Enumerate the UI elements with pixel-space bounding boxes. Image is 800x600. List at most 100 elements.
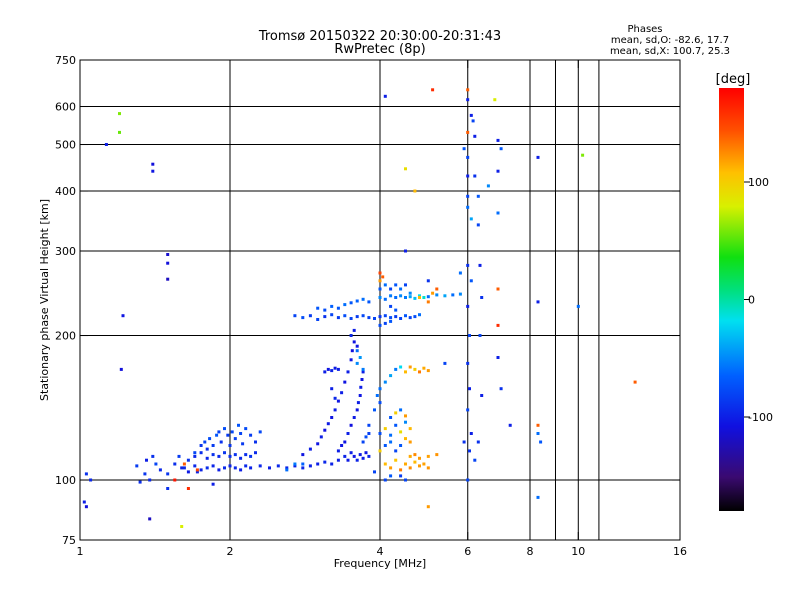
data-point [121,314,125,318]
data-point [462,147,466,151]
data-point [135,464,139,468]
x-tick-label: 2 [227,545,234,558]
colorbar [719,88,744,511]
data-point [308,464,312,468]
data-point [426,505,430,509]
data-point [138,480,142,484]
data-point [326,367,330,371]
grid-lines [80,60,680,540]
data-point [404,296,407,299]
data-point [394,296,398,299]
data-point [228,454,232,458]
data-point [408,454,412,458]
data-point [404,314,407,318]
data-point [349,451,353,455]
data-point [301,453,305,457]
data-point [293,464,297,468]
data-point [349,358,353,362]
data-point [233,453,237,457]
data-point [389,474,393,478]
data-point [486,184,490,188]
data-point [466,408,470,412]
data-point [394,308,398,312]
data-point [383,380,387,384]
data-point [148,517,152,521]
data-point [399,287,403,291]
data-point [536,155,540,159]
data-point [258,430,262,434]
data-point [473,174,477,178]
data-point [355,361,359,365]
data-point [333,408,337,412]
data-point [476,223,480,227]
data-point [186,470,190,474]
data-point [208,437,212,441]
data-point [418,456,421,460]
data-point [82,500,86,504]
data-point [468,334,471,337]
data-point [378,271,382,275]
data-point [180,466,184,470]
data-point [301,462,305,466]
y-axis-label: Stationary phase Virtual Height [km] [38,199,51,401]
data-point [223,427,226,431]
data-point [394,423,398,427]
data-point [355,344,359,348]
data-point [145,458,148,462]
data-point [373,470,376,474]
data-point [389,319,393,323]
data-point [458,292,462,296]
data-point [435,453,439,457]
data-point [426,300,430,304]
data-point [151,169,155,173]
data-point [473,134,477,138]
data-point [361,456,365,460]
data-point [404,167,407,171]
data-point [326,422,330,426]
data-point [418,464,421,468]
data-point [435,287,439,291]
data-point [373,408,376,412]
data-point [399,317,403,320]
y-tick-label: 750 [55,54,76,67]
x-tick-label: 16 [673,545,687,558]
data-point [361,367,365,371]
data-point [233,466,237,470]
data-point [404,462,407,466]
data-point [346,370,350,374]
data-point [352,328,356,332]
x-tick-label: 4 [377,545,384,558]
data-point [408,466,412,470]
y-tick-label: 600 [55,101,76,114]
data-point [330,416,334,419]
data-point [466,98,470,102]
data-point [468,387,471,391]
data-point [581,153,585,157]
data-point [308,447,312,451]
data-points [82,88,637,528]
data-point [399,444,403,447]
data-point [349,317,353,320]
y-tick-label: 400 [55,185,76,198]
data-point [154,462,158,466]
data-point [399,468,403,472]
data-point [276,464,280,468]
data-point [539,440,543,444]
data-point [383,94,387,98]
chart-title: Tromsø 20150322 20:30:00-20:31:43 [258,29,501,44]
y-tick-labels: 75 100 200 300 400 500 600 750 [55,54,76,547]
data-point [205,456,209,460]
data-point [466,194,470,198]
data-point [476,440,480,444]
data-point [239,456,243,460]
data-point [480,394,484,397]
data-point [199,444,203,447]
colorbar-ticks: 100 0 -100 [744,176,773,424]
data-point [389,287,393,291]
data-point [399,408,403,412]
data-point [383,321,387,325]
x-tick-label: 1 [77,545,84,558]
data-point [355,408,359,412]
data-point [389,440,393,444]
data-point [244,427,248,431]
